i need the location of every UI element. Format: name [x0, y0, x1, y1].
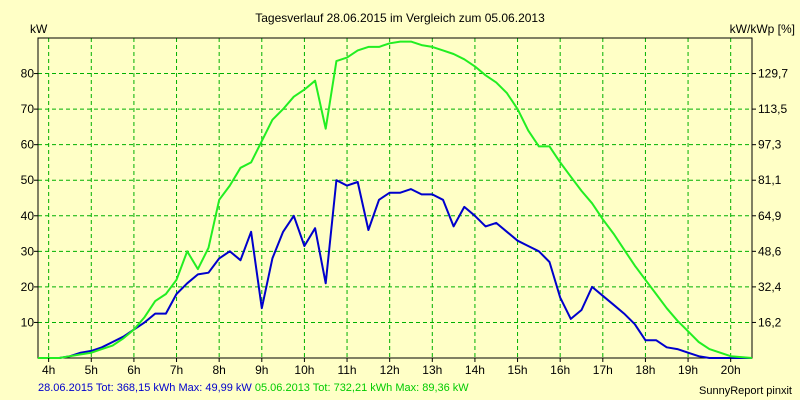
y-tick-label: 20 [21, 280, 35, 294]
y-tick-label: 40 [21, 209, 35, 223]
legend-2013: 05.06.2013 Tot: 732,21 kWh Max: 89,36 kW [254, 382, 469, 394]
x-tick-label: 20h [721, 363, 741, 377]
axes: 4h 5h 6h 7h 8h 9h 10h 11h 12h 13h 14h 15h 16h 17h 18h 1… [21, 67, 789, 377]
x-tick-label: 16h [550, 363, 570, 377]
chart-title: Tagesverlauf 28.06.2015 im Vergleich zum… [255, 11, 545, 25]
y-axis-label: kW [30, 22, 48, 36]
y2-tick-label: 48,6 [758, 244, 782, 258]
credit-text: SunnyReport pinxit [699, 385, 792, 397]
x-tick-label: 10h [294, 363, 314, 377]
y2-tick-label: 113,5 [758, 102, 787, 116]
x-tick-label: 15h [508, 363, 528, 377]
y-tick-label: 50 [21, 173, 35, 187]
footer-legend: 28.06.2015 Tot: 368,15 kWh Max: 49,99 kW… [38, 382, 469, 394]
y-tick-label: 30 [21, 244, 35, 258]
x-tick-label: 7h [170, 363, 183, 377]
y2-tick-label: 16,2 [758, 315, 782, 329]
legend-2015: 28.06.2015 Tot: 368,15 kWh Max: 49,99 kW [38, 382, 252, 394]
y-tick-label: 60 [21, 138, 35, 152]
x-tick-label: 19h [678, 363, 698, 377]
x-tick-label: 13h [422, 363, 442, 377]
y2-tick-label: 32,4 [758, 280, 782, 294]
x-tick-label: 11h [337, 363, 356, 377]
y2-tick-label: 97,3 [758, 138, 782, 152]
y-tick-label: 70 [21, 102, 35, 116]
y-tick-label: 10 [21, 315, 35, 329]
series-line-05.06.2013 [38, 40, 753, 359]
x-tick-label: 8h [212, 363, 225, 377]
x-tick-label: 9h [255, 363, 268, 377]
x-tick-label: 5h [85, 363, 98, 377]
series-lines [38, 40, 753, 359]
y2-tick-label: 81,1 [758, 173, 782, 187]
x-tick-label: 4h [42, 363, 55, 377]
x-tick-label: 18h [635, 363, 655, 377]
y2-axis-label: kW/kWp [%] [730, 22, 795, 36]
y-tick-label: 80 [21, 67, 35, 81]
x-tick-label: 17h [593, 363, 613, 377]
plot-area [37, 37, 753, 359]
y2-tick-label: 64,9 [758, 209, 782, 223]
y2-tick-label: 129,7 [758, 67, 788, 81]
x-tick-label: 14h [465, 363, 485, 377]
grid [38, 38, 752, 358]
x-tick-label: 12h [380, 363, 400, 377]
x-tick-label: 6h [127, 363, 140, 377]
series-line-28.06.2015 [38, 179, 752, 359]
